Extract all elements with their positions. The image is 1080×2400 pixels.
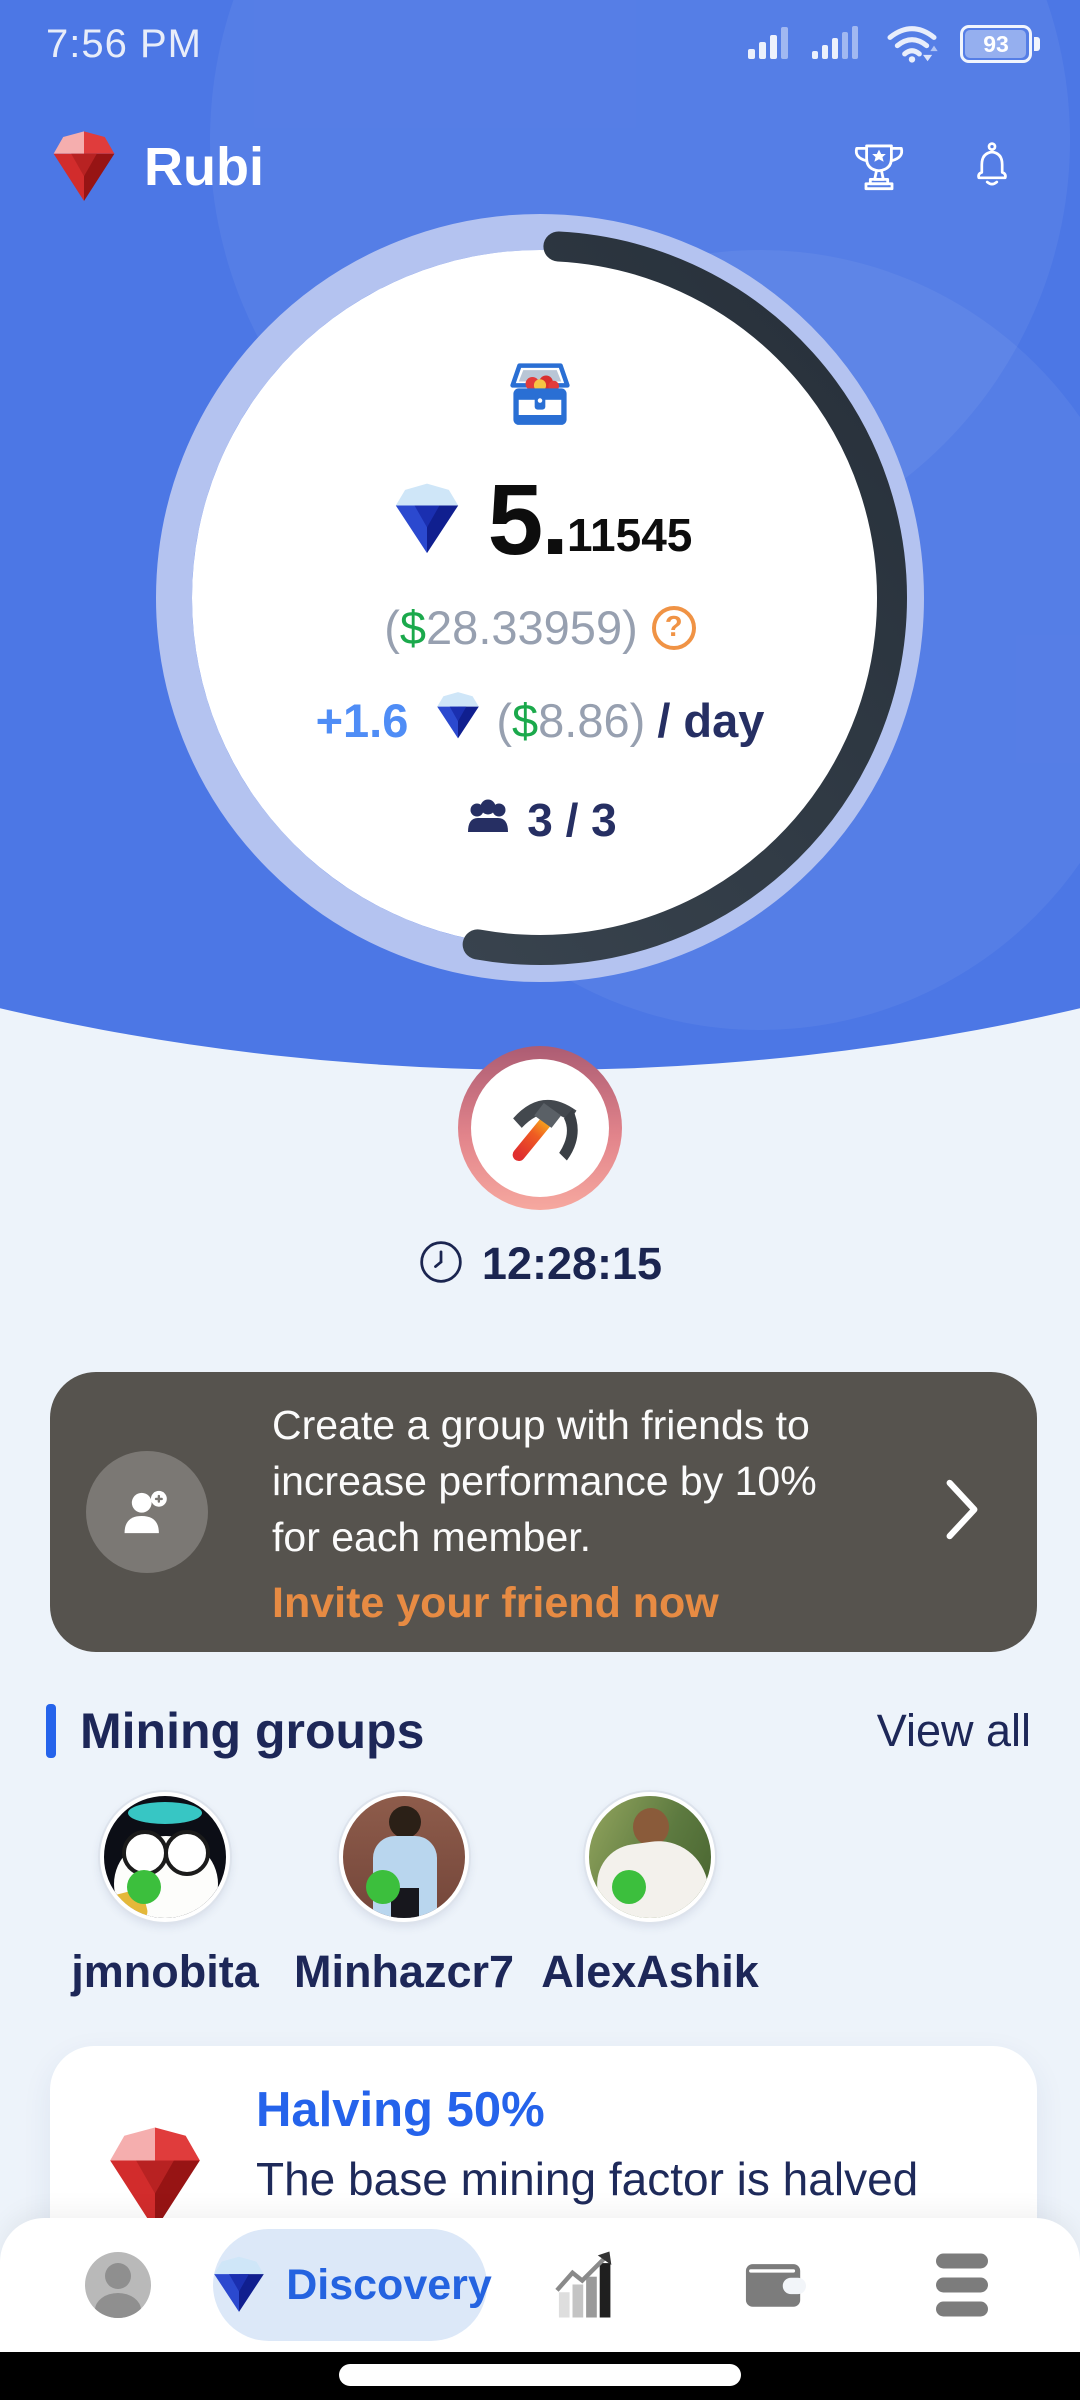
gem-icon [208, 2253, 270, 2318]
team-members-count: 3 / 3 [527, 793, 617, 846]
nav-stats-icon[interactable] [553, 2250, 627, 2321]
trophy-icon[interactable] [848, 136, 910, 198]
rate-usd-symbol: $ [512, 694, 539, 747]
app-title: Rubi [144, 137, 264, 197]
home-indicator[interactable] [339, 2364, 741, 2386]
wallet-icon [744, 2258, 806, 2313]
usd-symbol: $ [399, 601, 427, 654]
signal-icon [812, 25, 864, 64]
halving-title: Halving 50% [256, 2083, 545, 2137]
wifi-icon [884, 20, 940, 69]
balance-row: 5. 11545 [388, 463, 693, 578]
usd-amount: 28.33959 [426, 601, 623, 654]
team-members-row: 3 / 3 [463, 792, 617, 847]
clock-icon [418, 1239, 464, 1290]
member-name: jmnobita [71, 1946, 259, 1997]
group-member[interactable]: jmnobita [45, 1792, 285, 1998]
usd-open: ( [384, 601, 400, 654]
online-dot [612, 1870, 646, 1904]
brand: Rubi [44, 125, 264, 210]
ruby-icon [96, 2118, 214, 2241]
invite-card[interactable]: Create a group with friends to increase … [50, 1372, 1037, 1652]
battery-percent: 93 [983, 30, 1009, 57]
balance-fraction: 11545 [567, 509, 693, 561]
gem-icon [432, 689, 484, 752]
status-icons: 93 [748, 20, 1040, 69]
usd-value-row: ( $28.33959 ) ? [384, 600, 696, 655]
rate-usd-amount: 8.86 [538, 694, 630, 747]
signal-icon [748, 25, 792, 64]
section-title: Mining groups [80, 1703, 425, 1759]
app-header: Rubi [44, 124, 1022, 210]
nav-wallet-icon[interactable] [744, 2258, 806, 2313]
balance-whole: 5. [487, 464, 569, 576]
status-bar: 7:56 PM 93 [46, 16, 1040, 72]
view-all-link[interactable]: View all [871, 1704, 1037, 1758]
rate-usd-open: ( [496, 694, 513, 747]
mining-groups-header: Mining groups View all [46, 1702, 1037, 1760]
invite-message: Create a group with friends to increase … [272, 1401, 817, 1560]
invite-cta[interactable]: Invite your friend now [272, 1578, 719, 1627]
bottom-nav: Discovery [0, 2218, 1080, 2352]
profile-icon [85, 2252, 151, 2318]
mine-button[interactable] [458, 1046, 622, 1210]
bell-icon[interactable] [962, 136, 1022, 198]
halving-description: The base mining factor is halved [256, 2153, 919, 2205]
usd-close: ) [622, 601, 638, 654]
mining-stats: 5. 11545 ( $28.33959 ) ? +1.6 ($8.86) / … [150, 208, 930, 988]
mining-groups-list: jmnobita Minhazcr7 AlexAshik [0, 1792, 1080, 2002]
status-time: 7:56 PM [46, 21, 202, 66]
mining-rate-row: +1.6 ($8.86) / day [315, 689, 765, 752]
menu-icon [936, 2253, 988, 2317]
member-name: Minhazcr7 [293, 1946, 515, 1997]
nav-discovery-active[interactable]: Discovery [213, 2229, 492, 2341]
section-accent-bar [46, 1704, 56, 1758]
group-member[interactable]: AlexAshik [530, 1792, 770, 1998]
group-member[interactable]: Minhazcr7 [284, 1792, 524, 1998]
avatar[interactable] [339, 1792, 469, 1922]
nav-profile-icon[interactable] [85, 2252, 151, 2318]
progress-arc [172, 230, 907, 965]
nav-menu-icon[interactable] [936, 2253, 988, 2317]
rate-usd-close: ) [629, 694, 646, 747]
ruby-logo [44, 125, 124, 210]
member-name: AlexAshik [541, 1946, 759, 1997]
help-icon[interactable]: ? [651, 605, 696, 650]
mining-timer: 12:28:15 [0, 1238, 1080, 1290]
pickaxe-icon [492, 1078, 588, 1179]
nav-active-label: Discovery [286, 2260, 492, 2309]
mining-progress-ring [156, 214, 924, 982]
chart-icon [553, 2250, 627, 2321]
avatar[interactable] [100, 1792, 230, 1922]
avatar[interactable] [585, 1792, 715, 1922]
online-dot [366, 1870, 400, 1904]
gem-icon [388, 479, 466, 562]
invite-icon [86, 1451, 208, 1573]
chevron-right-icon[interactable] [943, 1475, 981, 1550]
treasure-chest-icon [502, 358, 578, 439]
system-gesture-area [0, 2352, 1080, 2400]
users-icon [463, 792, 513, 847]
rate-suffix: / day [657, 694, 765, 747]
battery-icon: 93 [960, 25, 1040, 63]
timer-value: 12:28:15 [481, 1238, 663, 1289]
rate-value: +1.6 [315, 694, 409, 747]
online-dot [127, 1870, 161, 1904]
header-actions [848, 136, 1022, 198]
